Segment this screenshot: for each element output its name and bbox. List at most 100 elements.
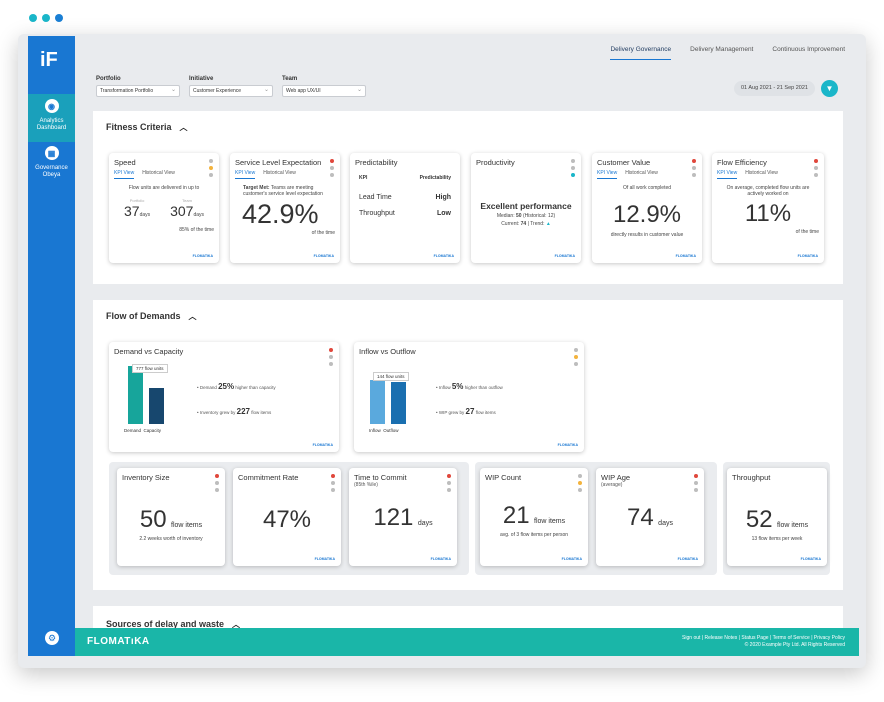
tab-historical-view[interactable]: Historical View	[745, 170, 778, 176]
card-brand-logo: FLOMATIKA	[561, 557, 582, 561]
chevron-up-icon[interactable]: ︿	[179, 123, 188, 132]
fitness-criteria-section: Fitness Criteria ︿ Speed KPI View Historic…	[93, 111, 843, 284]
kebab-menu-icon[interactable]	[447, 474, 451, 492]
trend-label: | Trend:	[527, 221, 545, 227]
col-header-kpi: KPI	[359, 175, 368, 181]
footer-logo: FLOMATıKA	[87, 636, 150, 647]
nav-governance-obeya[interactable]: ▦ Governance Obeya	[28, 146, 75, 186]
sidebar: iF ◉ Analytics Dashboard ▦ Governance Ob…	[28, 36, 75, 656]
card-title: WIP Count	[485, 473, 522, 482]
portfolio-filter: Portfolio Transformation Portfolio	[96, 76, 180, 97]
row-label: Lead Time	[359, 194, 392, 201]
legend-value: 25%	[218, 382, 235, 391]
fitness-criteria-header[interactable]: Fitness Criteria ︿	[106, 122, 188, 133]
portfolio-select[interactable]: Transformation Portfolio	[96, 85, 180, 97]
date-range[interactable]: 01 Aug 2021 - 21 Sep 2021	[734, 81, 815, 96]
app-logo[interactable]: iF	[40, 49, 58, 71]
card-title: Time to Commit	[354, 473, 407, 482]
wip-count-foot: avg. of 3 flow items per person	[499, 532, 569, 538]
filter-icon[interactable]: ▼	[821, 80, 838, 97]
card-brand-logo: FLOMATIKA	[800, 557, 821, 561]
team-filter: Team Web app UX/UI	[282, 76, 366, 97]
card-title: WIP Age	[601, 473, 631, 482]
card-title: Service Level Expectation	[235, 158, 322, 167]
flow-of-demands-header[interactable]: Flow of Demands ︿	[106, 311, 197, 322]
target-label: Target Met:	[243, 185, 270, 191]
kebab-menu-icon[interactable]	[331, 474, 335, 492]
inventory-value: 50	[139, 506, 167, 533]
tab-delivery-governance[interactable]: Delivery Governance	[610, 46, 672, 60]
tab-delivery-management[interactable]: Delivery Management	[690, 46, 754, 53]
nav-analytics-dashboard[interactable]: ◉ Analytics Dashboard	[28, 94, 75, 142]
kebab-menu-icon[interactable]	[209, 159, 213, 177]
kebab-menu-icon[interactable]	[694, 474, 698, 492]
card-title: Predictability	[355, 158, 398, 167]
bar-label: Inflow	[369, 428, 381, 433]
team-label: Team	[282, 76, 298, 82]
chevron-up-icon[interactable]: ︿	[232, 620, 241, 629]
card-title: Flow Efficiency	[717, 158, 767, 167]
chevron-up-icon[interactable]: ︿	[188, 312, 197, 321]
portfolio-label: Portfolio	[129, 198, 145, 203]
tab-historical-view[interactable]: Historical View	[625, 170, 658, 176]
tab-continuous-improvement[interactable]: Continuous Improvement	[772, 46, 845, 53]
commitment-rate-value: 47%	[262, 506, 312, 533]
kebab-menu-icon[interactable]	[578, 474, 582, 492]
inventory-foot: 2.2 weeks worth of inventory	[139, 536, 203, 542]
unit: flow items	[534, 518, 566, 525]
legend-text: Inflow	[438, 385, 451, 390]
initiative-filter: Initiative Customer Experience	[189, 76, 273, 97]
speed-card: Speed KPI View Historical View Flow units…	[109, 153, 219, 263]
tab-kpi-view[interactable]: KPI View	[597, 170, 618, 179]
sources-of-delay-header[interactable]: Sources of delay and waste ︿	[106, 619, 240, 630]
window-dot	[42, 14, 50, 22]
team-label: Team	[182, 198, 192, 203]
demand-bar	[128, 366, 143, 424]
kebab-menu-icon[interactable]	[329, 348, 333, 366]
window-dot	[29, 14, 37, 22]
flow-of-demands-section: Flow of Demands ︿ Demand vs Capacity 777 …	[93, 300, 843, 590]
initiative-select[interactable]: Customer Experience	[189, 85, 273, 97]
legend-text: Demand	[199, 385, 217, 390]
sle-foot: of the time	[311, 230, 335, 236]
card-subtitle: (average)	[601, 482, 623, 488]
legend-text: Inventory grew by	[199, 410, 236, 415]
fe-desc: On average, completed flow units are act…	[726, 185, 810, 197]
kebab-menu-icon[interactable]	[571, 159, 575, 177]
tab-kpi-view[interactable]: KPI View	[114, 170, 135, 179]
speed-team-value: 307	[170, 203, 194, 219]
kebab-menu-icon[interactable]	[215, 474, 219, 492]
wip-age-value: 74	[627, 504, 654, 531]
tab-historical-view[interactable]: Historical View	[142, 170, 175, 176]
card-brand-logo: FLOMATIKA	[433, 254, 454, 258]
unit: days	[193, 212, 205, 218]
throughput-card: Throughput 52 flow items 13 flow items p…	[727, 468, 827, 566]
wip-count-card: WIP Count 21 flow items avg. of 3 flow i…	[480, 468, 588, 566]
tab-historical-view[interactable]: Historical View	[263, 170, 296, 176]
kebab-menu-icon[interactable]	[692, 159, 696, 177]
fe-foot: of the time	[795, 229, 819, 235]
team-select[interactable]: Web app UX/UI	[282, 85, 366, 97]
kebab-menu-icon[interactable]	[574, 348, 578, 366]
settings-gear-icon[interactable]: ⚙	[45, 631, 59, 645]
dashboard-icon: ◉	[44, 99, 59, 113]
cv-desc: Of all work completed	[622, 185, 672, 191]
portfolio-label: Portfolio	[96, 76, 121, 82]
kebab-menu-icon[interactable]	[814, 159, 818, 177]
card-brand-logo: FLOMATIKA	[554, 254, 575, 258]
capacity-bar	[149, 388, 164, 424]
bar-label: Outflow	[383, 428, 399, 433]
unit: days	[139, 212, 151, 218]
kebab-menu-icon[interactable]	[330, 159, 334, 177]
tab-kpi-view[interactable]: KPI View	[717, 170, 738, 179]
productivity-card: Productivity Excellent performance Media…	[471, 153, 581, 263]
tab-kpi-view[interactable]: KPI View	[235, 170, 256, 179]
legend-text: higher than capacity	[235, 385, 276, 390]
nav-label: Analytics Dashboard	[36, 118, 67, 131]
cv-foot: directly results in customer value	[610, 232, 684, 238]
main-content: Delivery Governance Delivery Management …	[75, 36, 859, 656]
col-header-predictability: Predictability	[419, 175, 451, 181]
card-title: Commitment Rate	[238, 473, 299, 482]
unit: flow items	[777, 522, 809, 529]
footer-links[interactable]: Sign out | Release Notes | Status Page |…	[682, 635, 845, 641]
